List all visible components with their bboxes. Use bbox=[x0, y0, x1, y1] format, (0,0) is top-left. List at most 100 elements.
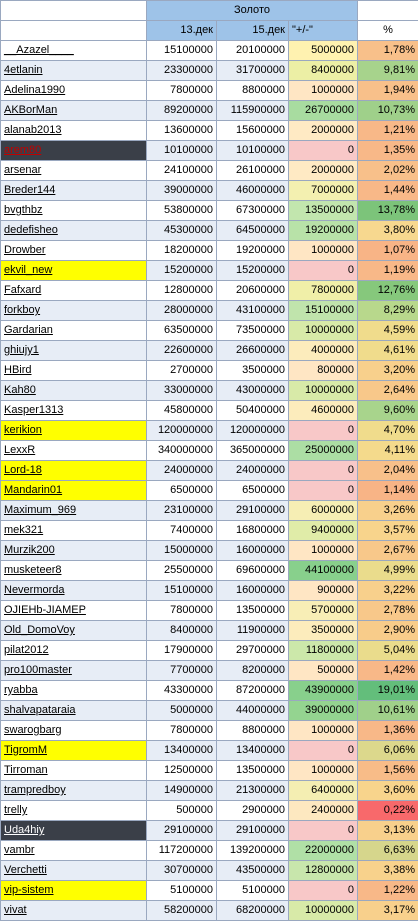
cell-delta-value[interactable]: 7000000 bbox=[289, 181, 358, 201]
cell-date2-value[interactable]: 29100000 bbox=[217, 821, 289, 841]
cell-percent-value[interactable]: 3,80% bbox=[358, 221, 418, 241]
cell-date2-value[interactable]: 87200000 bbox=[217, 681, 289, 701]
cell-name[interactable]: LexxR bbox=[1, 441, 147, 461]
cell-percent-value[interactable]: 4,11% bbox=[358, 441, 418, 461]
cell-percent-value[interactable]: 3,22% bbox=[358, 581, 418, 601]
cell-name[interactable]: TigromM bbox=[1, 741, 147, 761]
cell-percent-value[interactable]: 1,94% bbox=[358, 81, 418, 101]
cell-delta-value[interactable]: 26700000 bbox=[289, 101, 358, 121]
cell-name[interactable]: Nevermorda bbox=[1, 581, 147, 601]
cell-date1-value[interactable]: 28000000 bbox=[147, 301, 217, 321]
cell-date2-value[interactable]: 50400000 bbox=[217, 401, 289, 421]
cell-name[interactable]: shalvapataraia bbox=[1, 701, 147, 721]
cell-name[interactable]: musketeer8 bbox=[1, 561, 147, 581]
cell-delta-value[interactable]: 10000000 bbox=[289, 901, 358, 921]
cell-percent-value[interactable]: 1,56% bbox=[358, 761, 418, 781]
cell-name[interactable]: Gardarian bbox=[1, 321, 147, 341]
cell-date2-value[interactable]: 16000000 bbox=[217, 541, 289, 561]
cell-percent-value[interactable]: 2,90% bbox=[358, 621, 418, 641]
cell-percent-value[interactable]: 1,36% bbox=[358, 721, 418, 741]
cell-date1-value[interactable]: 13600000 bbox=[147, 121, 217, 141]
cell-delta-value[interactable]: 1000000 bbox=[289, 541, 358, 561]
cell-date2-value[interactable]: 15200000 bbox=[217, 261, 289, 281]
cell-date1-value[interactable]: 15100000 bbox=[147, 581, 217, 601]
cell-name[interactable]: pro100master bbox=[1, 661, 147, 681]
cell-date2-value[interactable]: 13500000 bbox=[217, 601, 289, 621]
cell-delta-value[interactable]: 19200000 bbox=[289, 221, 358, 241]
cell-delta-value[interactable]: 0 bbox=[289, 421, 358, 441]
cell-name[interactable]: arsenar bbox=[1, 161, 147, 181]
cell-name[interactable]: Kah80 bbox=[1, 381, 147, 401]
cell-delta-value[interactable]: 22000000 bbox=[289, 841, 358, 861]
header-pct[interactable]: % bbox=[358, 21, 418, 41]
cell-delta-value[interactable]: 1000000 bbox=[289, 81, 358, 101]
cell-date2-value[interactable]: 10100000 bbox=[217, 141, 289, 161]
cell-delta-value[interactable]: 2000000 bbox=[289, 121, 358, 141]
cell-date1-value[interactable]: 14900000 bbox=[147, 781, 217, 801]
cell-name[interactable]: kerikion bbox=[1, 421, 147, 441]
cell-date1-value[interactable]: 15200000 bbox=[147, 261, 217, 281]
cell-delta-value[interactable]: 10000000 bbox=[289, 321, 358, 341]
cell-percent-value[interactable]: 13,78% bbox=[358, 201, 418, 221]
cell-percent-value[interactable]: 8,29% bbox=[358, 301, 418, 321]
cell-date2-value[interactable]: 365000000 bbox=[217, 441, 289, 461]
cell-date2-value[interactable]: 67300000 bbox=[217, 201, 289, 221]
cell-delta-value[interactable]: 0 bbox=[289, 461, 358, 481]
cell-percent-value[interactable]: 3,60% bbox=[358, 781, 418, 801]
cell-date1-value[interactable]: 12500000 bbox=[147, 761, 217, 781]
cell-delta-value[interactable]: 5700000 bbox=[289, 601, 358, 621]
cell-delta-value[interactable]: 7800000 bbox=[289, 281, 358, 301]
cell-date2-value[interactable]: 16000000 bbox=[217, 581, 289, 601]
cell-date2-value[interactable]: 26100000 bbox=[217, 161, 289, 181]
cell-percent-value[interactable]: 10,61% bbox=[358, 701, 418, 721]
cell-date1-value[interactable]: 7800000 bbox=[147, 721, 217, 741]
cell-date2-value[interactable]: 3500000 bbox=[217, 361, 289, 381]
cell-date1-value[interactable]: 7400000 bbox=[147, 521, 217, 541]
cell-percent-value[interactable]: 4,99% bbox=[358, 561, 418, 581]
cell-percent-value[interactable]: 3,13% bbox=[358, 821, 418, 841]
cell-delta-value[interactable]: 43900000 bbox=[289, 681, 358, 701]
cell-date1-value[interactable]: 15000000 bbox=[147, 541, 217, 561]
cell-name[interactable]: OJIEHb-JIAMEP bbox=[1, 601, 147, 621]
cell-date2-value[interactable]: 16800000 bbox=[217, 521, 289, 541]
cell-name[interactable]: Kasper1313 bbox=[1, 401, 147, 421]
cell-delta-value[interactable]: 0 bbox=[289, 741, 358, 761]
cell-name[interactable]: 4etlanin bbox=[1, 61, 147, 81]
cell-date2-value[interactable]: 73500000 bbox=[217, 321, 289, 341]
cell-date2-value[interactable]: 11900000 bbox=[217, 621, 289, 641]
cell-date2-value[interactable]: 8800000 bbox=[217, 721, 289, 741]
cell-name[interactable]: forkboy bbox=[1, 301, 147, 321]
header-blank-right[interactable] bbox=[358, 1, 418, 21]
cell-date1-value[interactable]: 25500000 bbox=[147, 561, 217, 581]
cell-date1-value[interactable]: 5100000 bbox=[147, 881, 217, 901]
cell-date1-value[interactable]: 29100000 bbox=[147, 821, 217, 841]
cell-percent-value[interactable]: 0,22% bbox=[358, 801, 418, 821]
cell-name[interactable]: vivat bbox=[1, 901, 147, 921]
header-name-col[interactable] bbox=[1, 21, 147, 41]
cell-delta-value[interactable]: 2400000 bbox=[289, 801, 358, 821]
cell-date1-value[interactable]: 89200000 bbox=[147, 101, 217, 121]
cell-delta-value[interactable]: 9400000 bbox=[289, 521, 358, 541]
cell-date2-value[interactable]: 15600000 bbox=[217, 121, 289, 141]
cell-delta-value[interactable]: 1000000 bbox=[289, 721, 358, 741]
cell-delta-value[interactable]: 12800000 bbox=[289, 861, 358, 881]
cell-date2-value[interactable]: 26600000 bbox=[217, 341, 289, 361]
cell-delta-value[interactable]: 6000000 bbox=[289, 501, 358, 521]
cell-name[interactable]: HBird bbox=[1, 361, 147, 381]
cell-percent-value[interactable]: 5,04% bbox=[358, 641, 418, 661]
cell-name[interactable]: Mandarin01 bbox=[1, 481, 147, 501]
cell-date2-value[interactable]: 68200000 bbox=[217, 901, 289, 921]
cell-date1-value[interactable]: 18200000 bbox=[147, 241, 217, 261]
cell-percent-value[interactable]: 3,38% bbox=[358, 861, 418, 881]
cell-date1-value[interactable]: 7800000 bbox=[147, 601, 217, 621]
cell-date2-value[interactable]: 13400000 bbox=[217, 741, 289, 761]
cell-date2-value[interactable]: 5100000 bbox=[217, 881, 289, 901]
cell-delta-value[interactable]: 8400000 bbox=[289, 61, 358, 81]
cell-date1-value[interactable]: 58200000 bbox=[147, 901, 217, 921]
cell-name[interactable]: alanab2013 bbox=[1, 121, 147, 141]
cell-name[interactable]: Drowber bbox=[1, 241, 147, 261]
cell-name[interactable]: Maximum_969 bbox=[1, 501, 147, 521]
cell-percent-value[interactable]: 19,01% bbox=[358, 681, 418, 701]
cell-date1-value[interactable]: 340000000 bbox=[147, 441, 217, 461]
cell-name[interactable]: __Azazel____ bbox=[1, 41, 147, 61]
